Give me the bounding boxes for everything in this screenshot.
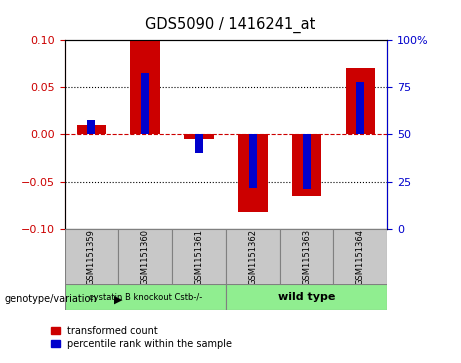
- Bar: [65, 284, 226, 310]
- Legend: transformed count, percentile rank within the sample: transformed count, percentile rank withi…: [51, 326, 232, 349]
- Text: GSM1151362: GSM1151362: [248, 229, 257, 285]
- Text: GDS5090 / 1416241_at: GDS5090 / 1416241_at: [145, 16, 316, 33]
- Bar: [226, 284, 387, 310]
- Bar: [346, 68, 375, 134]
- Text: cystatin B knockout Cstb-/-: cystatin B knockout Cstb-/-: [89, 293, 202, 302]
- Bar: [118, 229, 172, 285]
- Text: wild type: wild type: [278, 292, 335, 302]
- Text: GSM1151363: GSM1151363: [302, 229, 311, 285]
- Bar: [172, 229, 226, 285]
- Bar: [238, 134, 267, 212]
- Text: GSM1151364: GSM1151364: [356, 229, 365, 285]
- Bar: [292, 134, 321, 196]
- Text: genotype/variation: genotype/variation: [5, 294, 97, 305]
- Text: GSM1151361: GSM1151361: [195, 229, 203, 285]
- Bar: [226, 229, 280, 285]
- Text: GSM1151360: GSM1151360: [141, 229, 150, 285]
- Bar: [302, 134, 311, 189]
- Bar: [333, 229, 387, 285]
- Bar: [88, 120, 95, 134]
- Text: ▶: ▶: [114, 294, 123, 305]
- Bar: [184, 134, 214, 139]
- Text: GSM1151359: GSM1151359: [87, 229, 96, 285]
- Bar: [195, 134, 203, 153]
- Bar: [130, 41, 160, 134]
- Bar: [249, 134, 257, 188]
- Bar: [77, 125, 106, 134]
- Bar: [65, 229, 118, 285]
- Bar: [356, 82, 364, 134]
- Bar: [141, 73, 149, 134]
- Bar: [280, 229, 333, 285]
